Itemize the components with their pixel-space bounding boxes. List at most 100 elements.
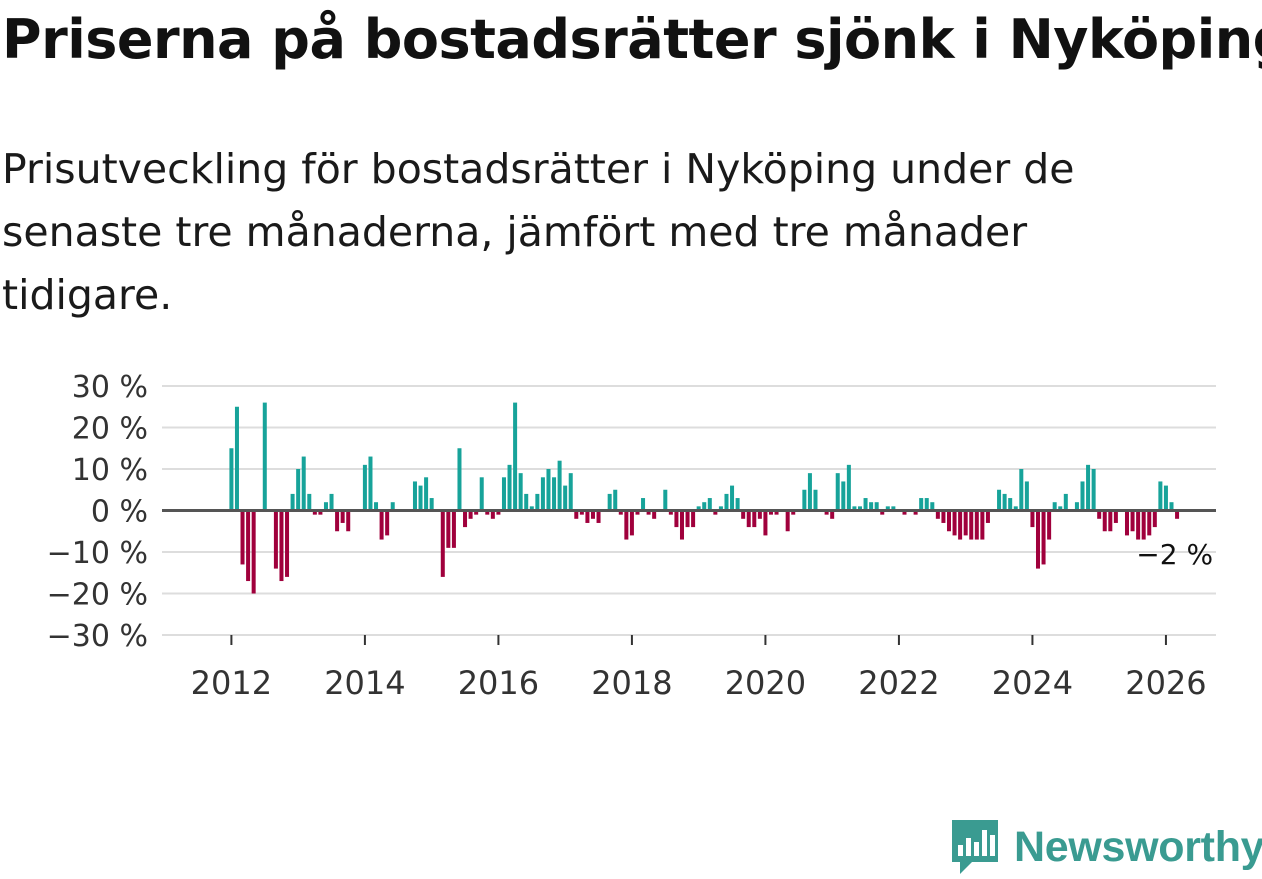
bar <box>590 510 595 519</box>
bar <box>841 481 846 511</box>
bar <box>941 510 946 523</box>
bar <box>946 510 951 532</box>
bar <box>1035 510 1040 569</box>
bar <box>1008 498 1013 511</box>
bar <box>1058 506 1063 511</box>
bar <box>952 510 957 536</box>
bar <box>552 477 557 511</box>
bar <box>579 510 584 515</box>
bar <box>1091 469 1096 511</box>
y-tick-label: 20 % <box>72 412 148 447</box>
bar <box>1052 502 1057 511</box>
bar <box>568 473 573 511</box>
bar <box>674 510 679 528</box>
bar <box>273 510 278 569</box>
bar <box>613 489 618 511</box>
bar <box>457 448 462 511</box>
bar <box>518 473 523 511</box>
bar <box>746 510 751 528</box>
y-tick-label: −30 % <box>47 619 148 654</box>
bar <box>279 510 284 582</box>
bar <box>813 489 818 511</box>
y-axis-ticks: 30 % 20 % 10 % 0 % −10 % −20 % −30 % <box>47 370 148 654</box>
bar <box>785 510 790 532</box>
bar <box>524 493 529 511</box>
bar <box>624 510 629 540</box>
bar <box>557 460 562 511</box>
bar <box>329 493 334 511</box>
bar <box>1169 502 1174 511</box>
bar <box>424 477 429 511</box>
bar <box>301 456 306 511</box>
bar <box>474 510 479 515</box>
bar <box>824 510 829 515</box>
bar <box>869 502 874 511</box>
bar <box>1152 510 1157 528</box>
bar <box>885 506 890 511</box>
bar <box>563 485 568 511</box>
bar <box>974 510 979 540</box>
bar <box>501 477 506 511</box>
bar <box>902 510 907 515</box>
bar <box>312 510 317 515</box>
newsworthy-logo: Newsworthy <box>950 818 1262 876</box>
bar <box>546 469 551 511</box>
y-tick-label: 0 % <box>91 495 148 530</box>
bar <box>863 498 868 511</box>
bar <box>440 510 445 577</box>
bar <box>963 510 968 536</box>
bar <box>807 473 812 511</box>
x-tick-label: 2024 <box>992 664 1073 702</box>
bar <box>1030 510 1035 528</box>
bar <box>718 506 723 511</box>
bar <box>763 510 768 536</box>
bar-series <box>229 402 1180 594</box>
bar <box>757 510 762 519</box>
x-tick-label: 2026 <box>1125 664 1206 702</box>
bar <box>802 489 807 511</box>
bar <box>774 510 779 515</box>
bar <box>691 510 696 528</box>
bar <box>1097 510 1102 519</box>
bar <box>1113 510 1118 523</box>
bar <box>1147 510 1152 536</box>
bar <box>296 469 301 511</box>
bar <box>451 510 456 548</box>
bar <box>857 506 862 511</box>
bar <box>768 510 773 515</box>
bar <box>707 498 712 511</box>
bar <box>874 502 879 511</box>
y-tick-label: −20 % <box>47 578 148 613</box>
y-tick-label: 10 % <box>72 453 148 488</box>
bar <box>1080 481 1085 511</box>
bar <box>652 510 657 519</box>
bar <box>935 510 940 519</box>
bar <box>635 510 640 515</box>
bar <box>752 510 757 528</box>
bar <box>679 510 684 540</box>
bar <box>318 510 323 515</box>
bar <box>835 473 840 511</box>
bar <box>374 502 379 511</box>
bar <box>924 498 929 511</box>
bar <box>1141 510 1146 540</box>
bar <box>246 510 251 582</box>
brand-name: Newsworthy <box>1014 822 1262 871</box>
bar <box>1102 510 1107 532</box>
x-tick-label: 2014 <box>324 664 405 702</box>
bar <box>958 510 963 540</box>
bar <box>1136 510 1141 540</box>
bar <box>913 510 918 515</box>
bar <box>240 510 245 565</box>
x-tick-label: 2018 <box>591 664 672 702</box>
x-tick-label: 2012 <box>191 664 272 702</box>
bar <box>262 402 267 511</box>
bar <box>479 477 484 511</box>
bar <box>390 502 395 511</box>
bar <box>713 510 718 515</box>
bar <box>535 493 540 511</box>
bar <box>791 510 796 515</box>
bar <box>1175 510 1180 519</box>
bar <box>741 510 746 519</box>
